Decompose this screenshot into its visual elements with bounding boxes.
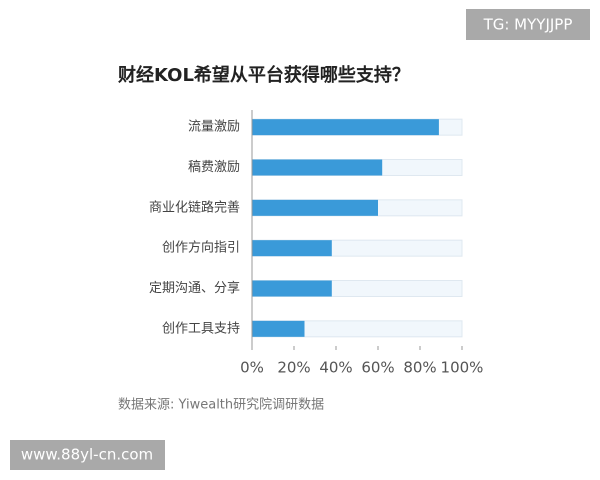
source-note: 数据来源: Yiwealth研究院调研数据 <box>118 398 324 413</box>
watermark: TG: MYYJJPP <box>483 16 573 34</box>
bar <box>252 159 383 176</box>
watermark-box <box>466 9 590 40</box>
bar <box>252 199 378 216</box>
bar <box>252 240 332 257</box>
y-tick-label: 稿费激励 <box>188 159 240 175</box>
y-tick-label: 流量激励 <box>188 120 240 135</box>
x-tick-label: 100% <box>441 359 484 377</box>
y-tick-label: 商业化链路完善 <box>149 199 240 215</box>
bar <box>252 280 332 297</box>
y-tick-label: 定期沟通、分享 <box>149 280 240 296</box>
x-tick-label: 0% <box>240 359 264 377</box>
watermark-box <box>10 440 165 470</box>
x-tick-label: 60% <box>361 359 394 377</box>
x-tick-label: 80% <box>403 359 436 377</box>
y-tick-label: 创作工具支持 <box>162 321 240 336</box>
chart-title: 财经KOL希望从平台获得哪些支持？ <box>118 64 410 86</box>
y-tick-label: 创作方向指引 <box>162 240 240 256</box>
watermark: www.88yl-cn.com <box>21 446 153 464</box>
bar <box>252 119 439 136</box>
bar <box>252 320 305 337</box>
x-tick-label: 20% <box>277 359 310 377</box>
x-tick-label: 40% <box>319 359 352 377</box>
